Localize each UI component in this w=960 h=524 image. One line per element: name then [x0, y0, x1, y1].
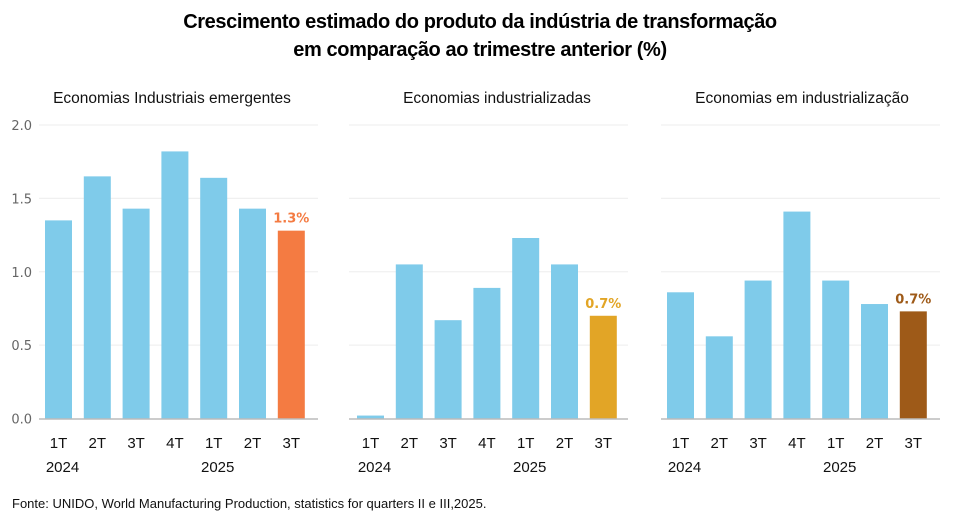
- y-tick-label: 2.0: [11, 119, 32, 134]
- x-tick-label: 2T: [711, 435, 729, 452]
- bar: [122, 208, 150, 419]
- x-tick-label: 3T: [595, 435, 613, 452]
- x-tick-label: 4T: [478, 435, 496, 452]
- x-tick-label: 2T: [401, 435, 419, 452]
- year-label: 2025: [513, 459, 546, 476]
- bar: [667, 292, 694, 419]
- chart-title-line-1: Crescimento estimado do produto da indús…: [183, 11, 777, 33]
- bar: [473, 287, 501, 419]
- panel-title: Economias industrializadas: [403, 90, 591, 107]
- x-tick-label: 1T: [50, 435, 68, 452]
- bar: [357, 415, 384, 419]
- chart-title: Crescimento estimado do produto da indús…: [0, 8, 960, 64]
- x-tick-label: 2T: [866, 435, 884, 452]
- x-tick-label: 3T: [127, 435, 145, 452]
- y-tick-label: 1.5: [11, 192, 32, 207]
- year-label: 2025: [823, 459, 856, 476]
- x-tick-label: 1T: [672, 435, 690, 452]
- panel-3: Economias em industrialização 1T 2T 3T 4T 1T 2…: [661, 90, 940, 476]
- bar-highlight: [277, 230, 305, 419]
- bar: [512, 237, 540, 419]
- data-label: 0.7%: [895, 292, 931, 307]
- bar: [239, 208, 266, 419]
- x-tick-label: 1T: [205, 435, 223, 452]
- x-tick-label: 2T: [89, 435, 107, 452]
- panel-title: Economias em industrialização: [695, 90, 909, 107]
- x-tick-label: 4T: [166, 435, 184, 452]
- y-tick-label: 0.0: [11, 413, 32, 428]
- y-tick-label: 1.0: [11, 266, 32, 281]
- x-tick-label: 1T: [362, 435, 380, 452]
- chart-title-line-2: em comparação ao trimestre anterior (%): [293, 39, 667, 61]
- bar: [783, 211, 811, 419]
- bar: [705, 336, 733, 419]
- bar: [83, 176, 111, 419]
- bar: [161, 151, 189, 419]
- bar-highlight: [899, 311, 927, 419]
- data-label: 1.3%: [273, 212, 309, 227]
- year-label: 2024: [668, 459, 701, 476]
- bar-highlight: [589, 315, 617, 419]
- x-tick-label: 4T: [788, 435, 806, 452]
- x-tick-label: 3T: [439, 435, 457, 452]
- data-label: 0.7%: [585, 297, 621, 312]
- panel-1: Economias Industriais emergentes 0.0 0.5 1.…: [11, 90, 318, 476]
- bar: [45, 220, 72, 419]
- panel-title: Economias Industriais emergentes: [53, 90, 291, 107]
- x-tick-label: 2T: [556, 435, 574, 452]
- panel-2: Economias industrializadas 1T 2T 3T 4T 1T 2T 0.…: [349, 90, 628, 476]
- year-label: 2024: [46, 459, 79, 476]
- year-label: 2024: [358, 459, 391, 476]
- y-tick-label: 0.5: [11, 339, 32, 354]
- bar: [744, 280, 772, 419]
- bar: [551, 264, 578, 419]
- source-note: Fonte: UNIDO, World Manufacturing Produc…: [12, 496, 487, 511]
- x-tick-label: 3T: [749, 435, 767, 452]
- bar: [434, 320, 462, 419]
- x-tick-label: 3T: [905, 435, 923, 452]
- bar: [200, 177, 228, 419]
- x-tick-label: 1T: [517, 435, 535, 452]
- x-tick-label: 1T: [827, 435, 845, 452]
- bar: [822, 280, 850, 419]
- bar: [395, 264, 423, 419]
- year-label: 2025: [201, 459, 234, 476]
- bar: [861, 304, 888, 419]
- x-tick-label: 3T: [283, 435, 301, 452]
- x-tick-label: 2T: [244, 435, 262, 452]
